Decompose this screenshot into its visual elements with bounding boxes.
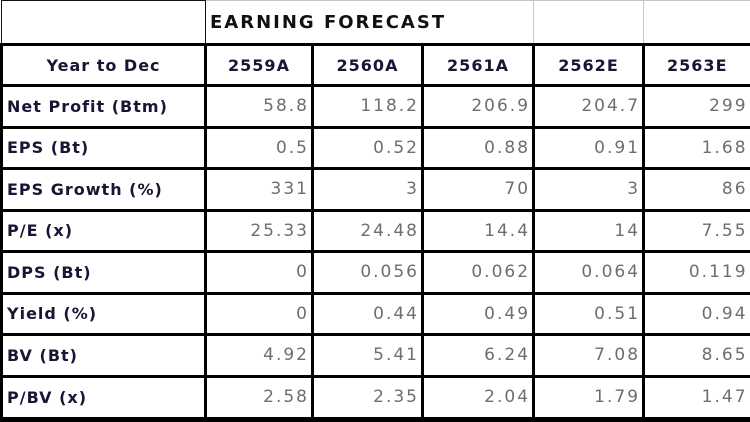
cell-value: 8.65 [642, 333, 750, 378]
cell-value: 6.24 [420, 333, 536, 378]
table-row-dps: DPS (Bt) 0 0.056 0.062 0.064 0.119 [0, 250, 750, 295]
cell-value: 86 [642, 167, 750, 212]
cell-value: 2.58 [204, 374, 314, 422]
column-header-2563e: 2563E [642, 43, 750, 87]
cell-value: 4.92 [204, 333, 314, 378]
column-header-2559a: 2559A [204, 43, 314, 87]
row-label: EPS (Bt) [0, 125, 207, 171]
cell-value: 1.68 [642, 125, 750, 171]
cell-value: 0.51 [532, 291, 646, 337]
cell-value: 2.35 [311, 374, 424, 422]
cell-value: 0.91 [532, 125, 646, 171]
cell-value: 0.52 [311, 125, 424, 171]
row-label: EPS Growth (%) [0, 167, 207, 212]
cell-value: 0 [204, 250, 314, 295]
cell-value: 70 [420, 167, 536, 212]
cell-value: 1.79 [532, 374, 646, 422]
column-header-2562e: 2562E [532, 43, 646, 87]
cell-value: 0.062 [420, 250, 536, 295]
table-row-yield: Yield (%) 0 0.44 0.49 0.51 0.94 [0, 291, 750, 337]
table-row-pe: P/E (x) 25.33 24.48 14.4 14 7.55 [0, 208, 750, 254]
cell-value: 2.04 [420, 374, 536, 422]
row-label: DPS (Bt) [0, 250, 207, 295]
row-label: BV (Bt) [0, 333, 207, 378]
table-row-eps: EPS (Bt) 0.5 0.52 0.88 0.91 1.68 [0, 125, 750, 171]
table-row-eps-growth: EPS Growth (%) 331 3 70 3 86 [0, 167, 750, 212]
cell-value: 0.94 [642, 291, 750, 337]
cell-value: 24.48 [311, 208, 424, 254]
cell-value: 0 [204, 291, 314, 337]
column-header-2560a: 2560A [311, 43, 424, 87]
title-spacer-cell [1, 0, 206, 45]
cell-value: 7.08 [532, 333, 646, 378]
row-label: Net Profit (Btm) [0, 84, 207, 129]
row-label: P/E (x) [0, 208, 207, 254]
table-row-bv: BV (Bt) 4.92 5.41 6.24 7.08 8.65 [0, 333, 750, 378]
cell-value: 0.49 [420, 291, 536, 337]
row-label: P/BV (x) [0, 374, 207, 422]
cell-value: 331 [204, 167, 314, 212]
cell-value: 204.7 [532, 84, 646, 129]
table-title: EARNING FORECAST [204, 0, 535, 45]
cell-value: 0.5 [204, 125, 314, 171]
cell-value: 1.47 [642, 374, 750, 422]
title-empty-cell-2 [643, 0, 750, 45]
title-empty-cell-1 [533, 0, 645, 45]
table-row-net-profit: Net Profit (Btm) 58.8 118.2 206.9 204.7 … [0, 84, 750, 129]
cell-value: 5.41 [311, 333, 424, 378]
cell-value: 0.064 [532, 250, 646, 295]
cell-value: 7.55 [642, 208, 750, 254]
cell-value: 0.88 [420, 125, 536, 171]
cell-value: 14.4 [420, 208, 536, 254]
cell-value: 3 [532, 167, 646, 212]
cell-value: 0.056 [311, 250, 424, 295]
cell-value: 3 [311, 167, 424, 212]
table-row-pbv: P/BV (x) 2.58 2.35 2.04 1.79 1.47 [0, 374, 750, 422]
cell-value: 118.2 [311, 84, 424, 129]
cell-value: 58.8 [204, 84, 314, 129]
cell-value: 25.33 [204, 208, 314, 254]
cell-value: 14 [532, 208, 646, 254]
row-label: Yield (%) [0, 291, 207, 337]
cell-value: 0.44 [311, 291, 424, 337]
cell-value: 0.119 [642, 250, 750, 295]
table-title-row: EARNING FORECAST [1, 0, 750, 45]
column-header-year-to-dec: Year to Dec [0, 43, 207, 87]
cell-value: 299 [642, 84, 750, 129]
cell-value: 206.9 [420, 84, 536, 129]
table-header-row: Year to Dec 2559A 2560A 2561A 2562E 2563… [0, 43, 750, 87]
column-header-2561a: 2561A [420, 43, 536, 87]
